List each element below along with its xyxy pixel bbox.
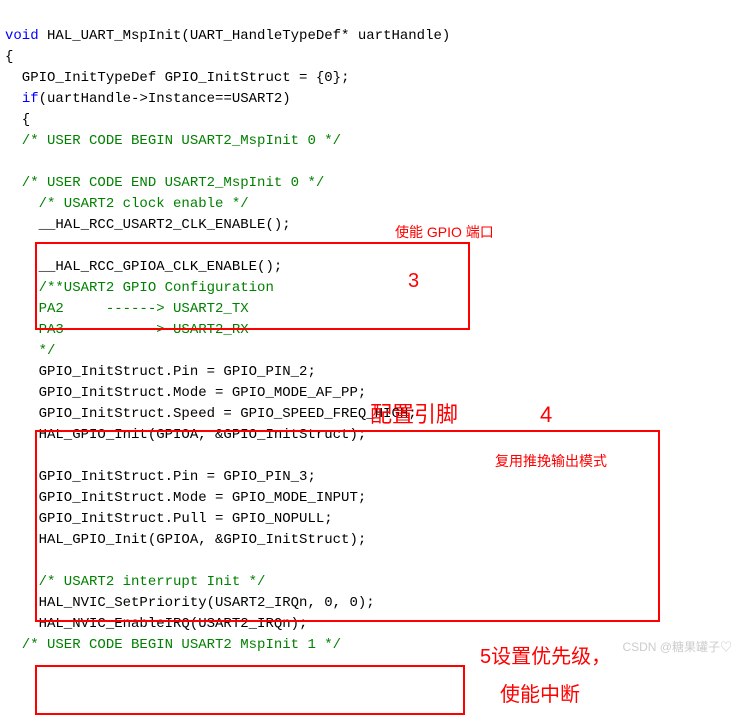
keyword-if: if [22, 91, 39, 107]
comment-begin: /* USER CODE BEGIN USART2_MspInit 0 */ [5, 133, 341, 149]
line-pin2: GPIO_InitStruct.Pin = GPIO_PIN_2; [5, 364, 316, 380]
annotation-number-4: 4 [540, 398, 552, 431]
annotation-gpio-enable: 使能 GPIO 端口 [395, 222, 494, 243]
annotation-pin-config: 配置引脚 [370, 398, 458, 431]
comment-end: /* USER CODE END USART2_MspInit 0 */ [5, 175, 324, 191]
red-box-1 [35, 242, 470, 330]
annotation-number-3: 3 [408, 266, 419, 296]
func-sig: HAL_UART_MspInit(UART_HandleTypeDef* uar… [39, 28, 451, 44]
if-cond: (uartHandle->Instance==USART2) [39, 91, 291, 107]
comment-clock: /* USART2 clock enable */ [5, 196, 249, 212]
brace-open2: { [5, 112, 30, 128]
red-box-3 [35, 665, 465, 715]
keyword-void: void [5, 28, 39, 44]
line-speed: GPIO_InitStruct.Speed = GPIO_SPEED_FREQ_… [5, 406, 417, 422]
comment-close: */ [5, 343, 55, 359]
lit-zero: 0 [324, 70, 332, 86]
watermark: CSDN @糖果罐子♡ [622, 638, 732, 656]
line-decl-end: }; [333, 70, 350, 86]
comment-begin2: /* USER CODE BEGIN USART2 MspInit 1 */ [5, 637, 341, 653]
annotation-enable-irq: 使能中断 [500, 680, 580, 710]
indent [5, 91, 22, 107]
annotation-afpp-mode: 复用推挽输出模式 [495, 451, 607, 472]
brace-open: { [5, 49, 13, 65]
line-clk1: __HAL_RCC_USART2_CLK_ENABLE(); [5, 217, 291, 233]
line-decl: GPIO_InitTypeDef GPIO_InitStruct = { [5, 70, 324, 86]
annotation-priority: 5设置优先级， [480, 642, 611, 672]
line-mode-afpp: GPIO_InitStruct.Mode = GPIO_MODE_AF_PP; [5, 385, 366, 401]
